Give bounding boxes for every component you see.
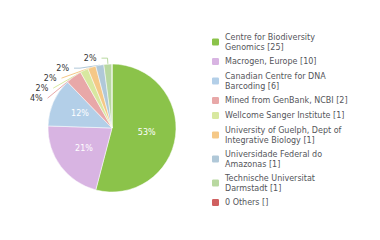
svg-text:2%: 2% bbox=[56, 64, 69, 73]
svg-text:2%: 2% bbox=[44, 74, 57, 83]
svg-text:Technische Universitat: Technische Universitat bbox=[224, 174, 315, 183]
svg-text:Macrogen, Europe [10]: Macrogen, Europe [10] bbox=[225, 57, 316, 66]
svg-text:Universidade Federal do: Universidade Federal do bbox=[225, 150, 322, 159]
svg-text:Amazonas [1]: Amazonas [1] bbox=[225, 160, 280, 169]
svg-text:0 Others []: 0 Others [] bbox=[225, 198, 268, 207]
svg-text:Mined from GenBank, NCBI [2]: Mined from GenBank, NCBI [2] bbox=[225, 96, 348, 105]
svg-text:53%: 53% bbox=[138, 128, 156, 137]
svg-text:4%: 4% bbox=[30, 94, 43, 103]
svg-text:Barcoding [6]: Barcoding [6] bbox=[225, 82, 279, 91]
svg-text:2%: 2% bbox=[84, 54, 97, 63]
svg-text:Genomics [25]: Genomics [25] bbox=[225, 43, 284, 52]
svg-text:12%: 12% bbox=[71, 109, 89, 118]
svg-text:University of Guelph, Dept of: University of Guelph, Dept of bbox=[225, 126, 342, 135]
svg-text:Darmstadt [1]: Darmstadt [1] bbox=[225, 184, 281, 193]
svg-text:Centre for Biodiversity: Centre for Biodiversity bbox=[225, 33, 315, 42]
svg-text:Wellcome Sanger Institute [1]: Wellcome Sanger Institute [1] bbox=[225, 111, 344, 120]
svg-text:2%: 2% bbox=[36, 84, 49, 93]
svg-text:Integrative Biology [1]: Integrative Biology [1] bbox=[225, 136, 315, 145]
svg-text:21%: 21% bbox=[75, 144, 93, 153]
svg-text:Canadian Centre for DNA: Canadian Centre for DNA bbox=[225, 72, 326, 81]
